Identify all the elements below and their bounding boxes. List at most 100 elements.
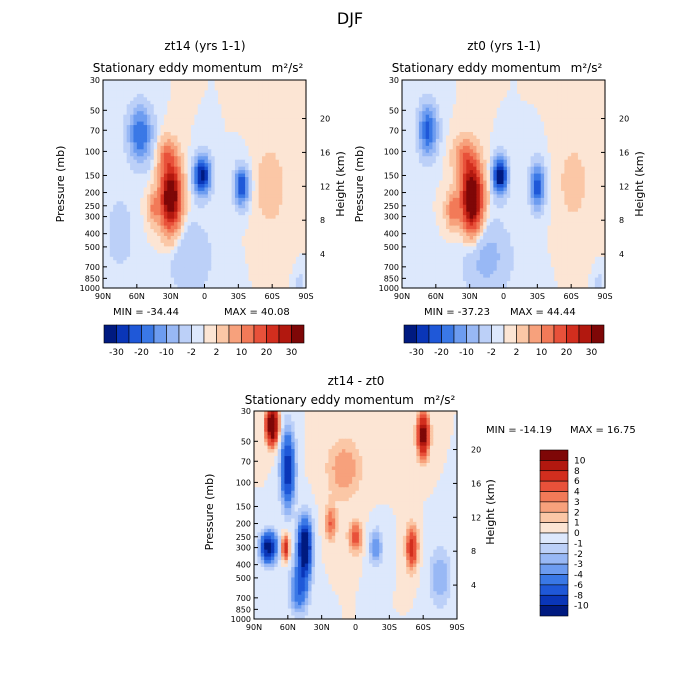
- heatmap-cell: [292, 100, 297, 105]
- heatmap-cell: [153, 253, 158, 258]
- heatmap-cell: [533, 152, 538, 157]
- heatmap-cell: [170, 194, 175, 199]
- heatmap-cell: [292, 246, 297, 251]
- heatmap-cell: [204, 86, 209, 91]
- heatmap-cell: [265, 114, 270, 119]
- heatmap-cell: [248, 222, 253, 227]
- heatmap-cell: [289, 163, 294, 168]
- heatmap-cell: [289, 135, 294, 140]
- heatmap-cell: [119, 270, 124, 275]
- heatmap-cell: [523, 97, 528, 102]
- heatmap-cell: [285, 197, 290, 202]
- heatmap-cell: [170, 121, 175, 126]
- heatmap-cell: [130, 281, 135, 286]
- heatmap-cell: [285, 145, 290, 150]
- heatmap-cell: [180, 83, 185, 88]
- heatmap-cell: [160, 145, 165, 150]
- heatmap-cell: [456, 138, 461, 143]
- heatmap-cell: [302, 263, 307, 268]
- heatmap-cell: [265, 277, 270, 282]
- heatmap-cell: [190, 277, 195, 282]
- heatmap-cell: [163, 201, 168, 206]
- heatmap-cell: [449, 104, 454, 109]
- heatmap-cell: [170, 138, 175, 143]
- heatmap-cell: [285, 222, 290, 227]
- heatmap-cell: [255, 190, 260, 195]
- heatmap-cell: [292, 145, 297, 150]
- heatmap-cell: [187, 204, 192, 209]
- heatmap-cell: [265, 180, 270, 185]
- heatmap-cell: [174, 190, 179, 195]
- heatmap-cell: [126, 218, 131, 223]
- heatmap-cell: [473, 121, 478, 126]
- heatmap-cell: [146, 86, 151, 91]
- heatmap-cell: [116, 104, 121, 109]
- heatmap-cell: [187, 253, 192, 258]
- heatmap-cell: [123, 135, 128, 140]
- heatmap-cell: [425, 145, 430, 150]
- heatmap-cell: [278, 177, 283, 182]
- heatmap-cell: [473, 100, 478, 105]
- heatmap-cell: [289, 284, 294, 289]
- heatmap-cell: [190, 242, 195, 247]
- heatmap-cell: [238, 159, 243, 164]
- heatmap-cell: [258, 135, 263, 140]
- heatmap-cell: [591, 111, 596, 116]
- heatmap-cell: [197, 142, 202, 147]
- heatmap-cell: [295, 277, 300, 282]
- heatmap-cell: [119, 222, 124, 227]
- heatmap-cell: [167, 104, 172, 109]
- heatmap-cell: [513, 111, 518, 116]
- heatmap-cell: [564, 149, 569, 154]
- heatmap-cell: [116, 232, 121, 237]
- heatmap-cell: [412, 135, 417, 140]
- heatmap-cell: [241, 215, 246, 220]
- heatmap-cell: [106, 236, 111, 241]
- heatmap-cell: [180, 201, 185, 206]
- heatmap-cell: [422, 104, 427, 109]
- heatmap-cell: [116, 138, 121, 143]
- heatmap-cell: [540, 135, 545, 140]
- heatmap-cell: [292, 284, 297, 289]
- heatmap-cell: [248, 138, 253, 143]
- heatmap-cell: [150, 204, 155, 209]
- heatmap-cell: [113, 267, 118, 272]
- heatmap-cell: [476, 104, 481, 109]
- heatmap-cell: [116, 204, 121, 209]
- heatmap-cell: [167, 187, 172, 192]
- heatmap-cell: [577, 97, 582, 102]
- heatmap-cell: [143, 249, 148, 254]
- heatmap-cell: [449, 114, 454, 119]
- heatmap-cell: [201, 80, 206, 85]
- heatmap-cell: [258, 156, 263, 161]
- heatmap-cell: [136, 180, 141, 185]
- heatmap-cell: [500, 90, 505, 95]
- heatmap-cell: [190, 135, 195, 140]
- heatmap-cell: [581, 135, 586, 140]
- heatmap-cell: [157, 156, 162, 161]
- heatmap-cell: [479, 100, 484, 105]
- heatmap-cell: [184, 249, 189, 254]
- heatmap-cell: [412, 145, 417, 150]
- heatmap-cell: [113, 149, 118, 154]
- heatmap-cell: [547, 107, 552, 112]
- heatmap-cell: [432, 111, 437, 116]
- heatmap-cell: [245, 208, 250, 213]
- heatmap-cell: [133, 201, 138, 206]
- heatmap-cell: [584, 100, 589, 105]
- heatmap-cell: [228, 111, 233, 116]
- heatmap-cell: [241, 190, 246, 195]
- heatmap-cell: [533, 145, 538, 150]
- heatmap-cell: [228, 253, 233, 258]
- heatmap-cell: [459, 135, 464, 140]
- heatmap-cell: [496, 138, 501, 143]
- heatmap-cell: [214, 114, 219, 119]
- heatmap-cell: [167, 121, 172, 126]
- heatmap-cell: [160, 249, 165, 254]
- heatmap-cell: [234, 267, 239, 272]
- heatmap-cell: [238, 180, 243, 185]
- heatmap-cell: [285, 163, 290, 168]
- heatmap-cell: [150, 163, 155, 168]
- heatmap-cell: [449, 128, 454, 133]
- heatmap-cell: [255, 83, 260, 88]
